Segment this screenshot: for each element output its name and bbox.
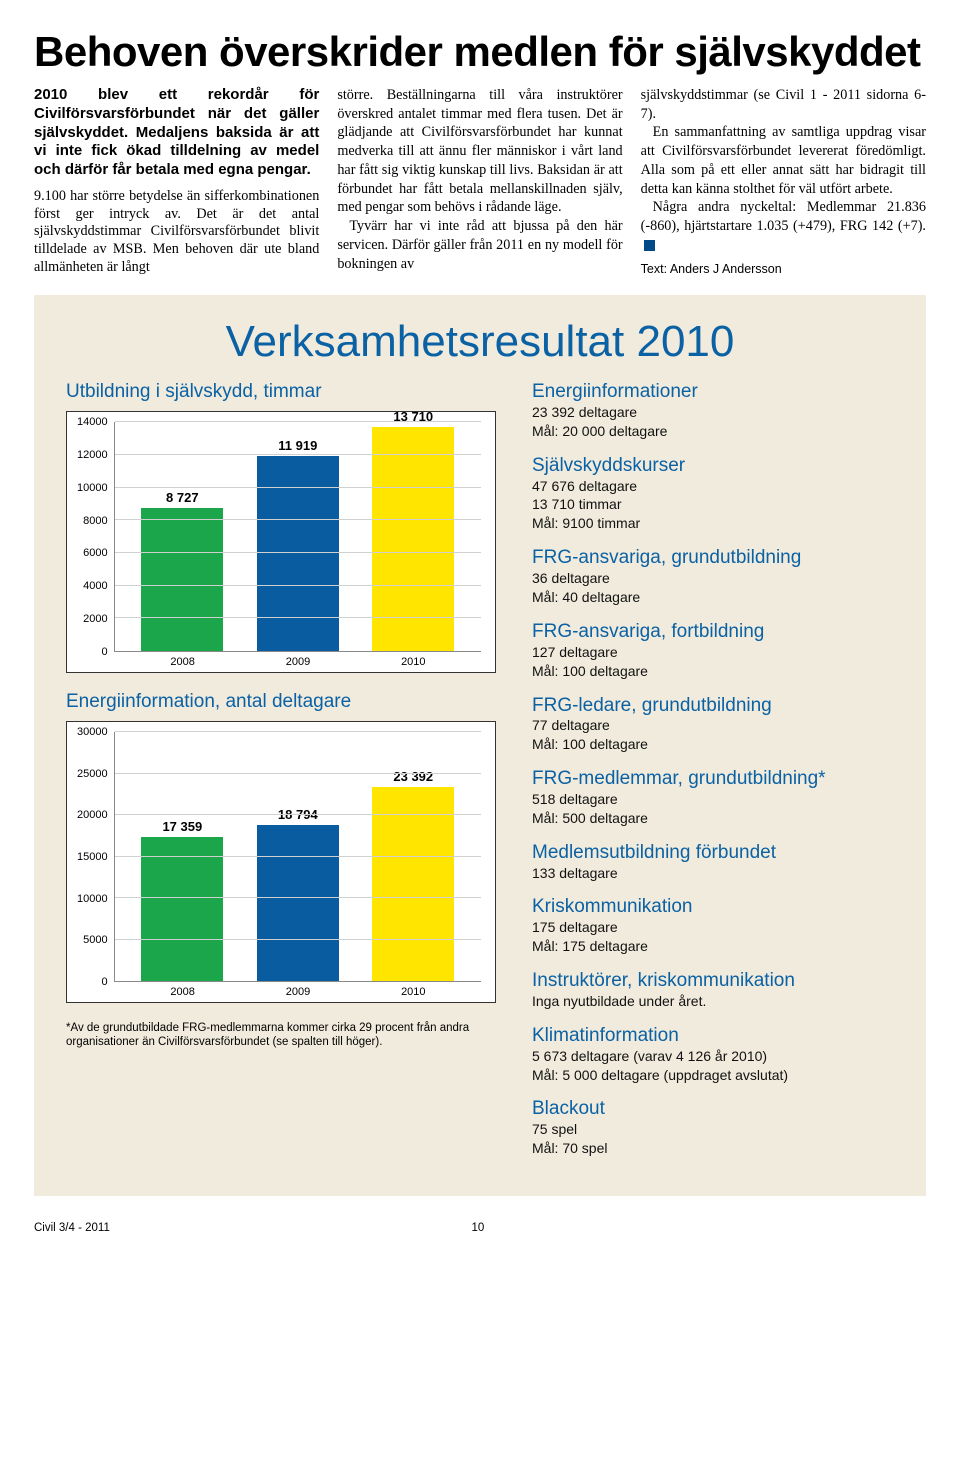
x-tick-label: 2009 xyxy=(257,656,339,668)
stat-line: Mål: 100 deltagare xyxy=(532,662,894,681)
stat-line: 75 spel xyxy=(532,1120,894,1139)
chart-bar: 18 794 xyxy=(257,825,339,981)
stat-line: Mål: 40 deltagare xyxy=(532,588,894,607)
chart1-title: Utbildning i självskydd, timmar xyxy=(66,381,496,403)
chart-bar: 11 919 xyxy=(257,456,339,651)
col2-p2: Tyvärr har vi inte råd att bjussa på den… xyxy=(337,217,622,273)
x-tick-label: 2010 xyxy=(372,986,454,998)
stat-line: 36 deltagare xyxy=(532,569,894,588)
stat-line: Mål: 20 000 deltagare xyxy=(532,422,894,441)
chart-bar: 8 727 xyxy=(141,508,223,651)
bar-value-label: 23 392 xyxy=(393,769,433,784)
stat-line: 127 deltagare xyxy=(532,643,894,662)
chart-bar: 17 359 xyxy=(141,837,223,981)
results-infobox: Verksamhetsresultat 2010 Utbildning i sj… xyxy=(34,295,926,1196)
stat-block: Självskyddskurser47 676 deltagare13 710 … xyxy=(532,455,894,534)
x-tick-label: 2009 xyxy=(257,986,339,998)
stat-heading: FRG-ledare, grundutbildning xyxy=(532,695,894,717)
stat-block: FRG-ansvariga, fortbildning127 deltagare… xyxy=(532,621,894,681)
article-byline: Text: Anders J Andersson xyxy=(641,261,926,278)
chart2-plot: 17 359 18 794 23 392 xyxy=(114,732,481,982)
stat-heading: Energiinformationer xyxy=(532,381,894,403)
stat-heading: Klimatinformation xyxy=(532,1025,894,1047)
stat-block: FRG-medlemmar, grundutbildning*518 delta… xyxy=(532,768,894,828)
chart1-plot: 8 72711 91913 710 xyxy=(114,422,481,652)
stat-block: FRG-ansvariga, grundutbildning36 deltaga… xyxy=(532,547,894,607)
bar-value-label: 11 919 xyxy=(278,438,317,453)
stat-line: 13 710 timmar xyxy=(532,495,894,514)
stat-line: Mål: 9100 timmar xyxy=(532,514,894,533)
stat-line: Mål: 100 deltagare xyxy=(532,735,894,754)
stat-line: 5 673 deltagare (varav 4 126 år 2010) xyxy=(532,1047,894,1066)
chart-footnote: *Av de grundutbildade FRG-medlemmarna ko… xyxy=(66,1021,496,1050)
chart1-frame: 02000400060008000100001200014000 8 727 11… xyxy=(66,411,496,673)
x-tick-label: 2008 xyxy=(142,986,224,998)
col1-body: 9.100 har större betydelse än sifferkomb… xyxy=(34,188,319,277)
page-headline: Behoven överskrider medlen för självskyd… xyxy=(34,28,926,76)
stat-heading: Blackout xyxy=(532,1098,894,1120)
stat-heading: Instruktörer, kriskommunikation xyxy=(532,970,894,992)
bar-value-label: 8 727 xyxy=(166,490,199,505)
stat-line: 47 676 deltagare xyxy=(532,477,894,496)
stat-line: 23 392 deltagare xyxy=(532,403,894,422)
stat-line: Inga nyutbildade under året. xyxy=(532,992,894,1011)
chart1-y-axis: 02000400060008000100001200014000 xyxy=(77,422,114,652)
stat-block: FRG-ledare, grundutbildning77 deltagareM… xyxy=(532,695,894,755)
stat-line: Mål: 70 spel xyxy=(532,1139,894,1158)
stat-block: Klimatinformation5 673 deltagare (varav … xyxy=(532,1025,894,1085)
footer-page-number: 10 xyxy=(110,1222,846,1234)
stat-heading: Kriskommunikation xyxy=(532,896,894,918)
charts-column: Utbildning i självskydd, timmar 02000400… xyxy=(66,381,496,1172)
stat-heading: FRG-ansvariga, fortbildning xyxy=(532,621,894,643)
stat-block: Medlemsutbildning förbundet133 deltagare xyxy=(532,842,894,883)
chart1-x-axis: 2008 2009 2010 xyxy=(77,652,481,670)
col3-p2: En sammanfattning av samtliga uppdrag vi… xyxy=(641,123,926,198)
chart2-title: Energiinformation, antal deltagare xyxy=(66,691,496,713)
intro-para: 2010 blev ett rekordår för Civilförsvars… xyxy=(34,86,319,180)
stat-line: 133 deltagare xyxy=(532,864,894,883)
stat-line: Mål: 175 deltagare xyxy=(532,937,894,956)
stat-line: Mål: 500 deltagare xyxy=(532,809,894,828)
stat-block: Energiinformationer23 392 deltagareMål: … xyxy=(532,381,894,441)
footer-issue: Civil 3/4 - 2011 xyxy=(34,1222,110,1234)
col3-p3: Några andra nyckeltal: Medlemmar 21.836 … xyxy=(641,198,926,254)
stat-heading: FRG-medlemmar, grundutbildning* xyxy=(532,768,894,790)
x-tick-label: 2008 xyxy=(142,656,224,668)
article-col-3: självskyddstimmar (se Civil 1 - 2011 sid… xyxy=(641,86,926,277)
col3-p1: självskyddstimmar (se Civil 1 - 2011 sid… xyxy=(641,86,926,123)
stat-heading: Medlemsutbildning förbundet xyxy=(532,842,894,864)
chart2-frame: 050001000015000200002500030000 17 359 18 … xyxy=(66,721,496,1003)
stat-line: 77 deltagare xyxy=(532,716,894,735)
chart2-y-axis: 050001000015000200002500030000 xyxy=(77,732,114,982)
stat-heading: Självskyddskurser xyxy=(532,455,894,477)
article-col-1: 2010 blev ett rekordår för Civilförsvars… xyxy=(34,86,319,277)
page-footer: Civil 3/4 - 2011 10 xyxy=(0,1206,960,1248)
article-columns: 2010 blev ett rekordår för Civilförsvars… xyxy=(34,86,926,277)
stat-line: 518 deltagare xyxy=(532,790,894,809)
chart2-x-axis: 2008 2009 2010 xyxy=(77,982,481,1000)
article-col-2: större. Beställningarna till våra instru… xyxy=(337,86,622,277)
stat-line: Mål: 5 000 deltagare (uppdraget avslutat… xyxy=(532,1066,894,1085)
bar-value-label: 17 359 xyxy=(162,819,202,834)
stat-heading: FRG-ansvariga, grundutbildning xyxy=(532,547,894,569)
x-tick-label: 2010 xyxy=(372,656,454,668)
stat-line: 175 deltagare xyxy=(532,918,894,937)
end-mark-icon xyxy=(644,240,655,251)
stat-block: Blackout75 spelMål: 70 spel xyxy=(532,1098,894,1158)
stats-column: Energiinformationer23 392 deltagareMål: … xyxy=(532,381,894,1172)
chart-bar: 23 392 xyxy=(372,787,454,981)
stat-block: Instruktörer, kriskommunikationInga nyut… xyxy=(532,970,894,1011)
infobox-title: Verksamhetsresultat 2010 xyxy=(66,317,894,367)
stat-block: Kriskommunikation175 deltagareMål: 175 d… xyxy=(532,896,894,956)
col2-p1: större. Beställningarna till våra instru… xyxy=(337,86,622,217)
